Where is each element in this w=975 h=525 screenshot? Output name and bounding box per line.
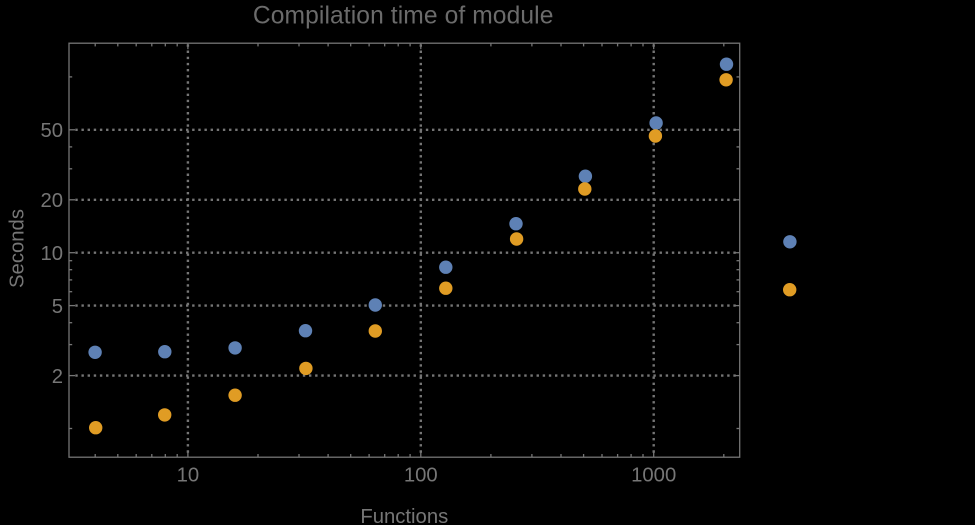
svg-text:50: 50	[40, 120, 63, 142]
svg-text:10: 10	[40, 243, 63, 265]
svg-text:20: 20	[40, 190, 63, 212]
svg-text:5: 5	[52, 296, 63, 318]
svg-text:1000: 1000	[631, 465, 676, 487]
svg-text:Compilation time of module: Compilation time of module	[253, 3, 554, 30]
svg-text:10: 10	[177, 465, 200, 487]
svg-text:100: 100	[404, 465, 438, 487]
svg-text:2: 2	[52, 366, 63, 388]
svg-text:Functions: Functions	[360, 506, 448, 525]
svg-text:Seconds: Seconds	[7, 209, 29, 288]
